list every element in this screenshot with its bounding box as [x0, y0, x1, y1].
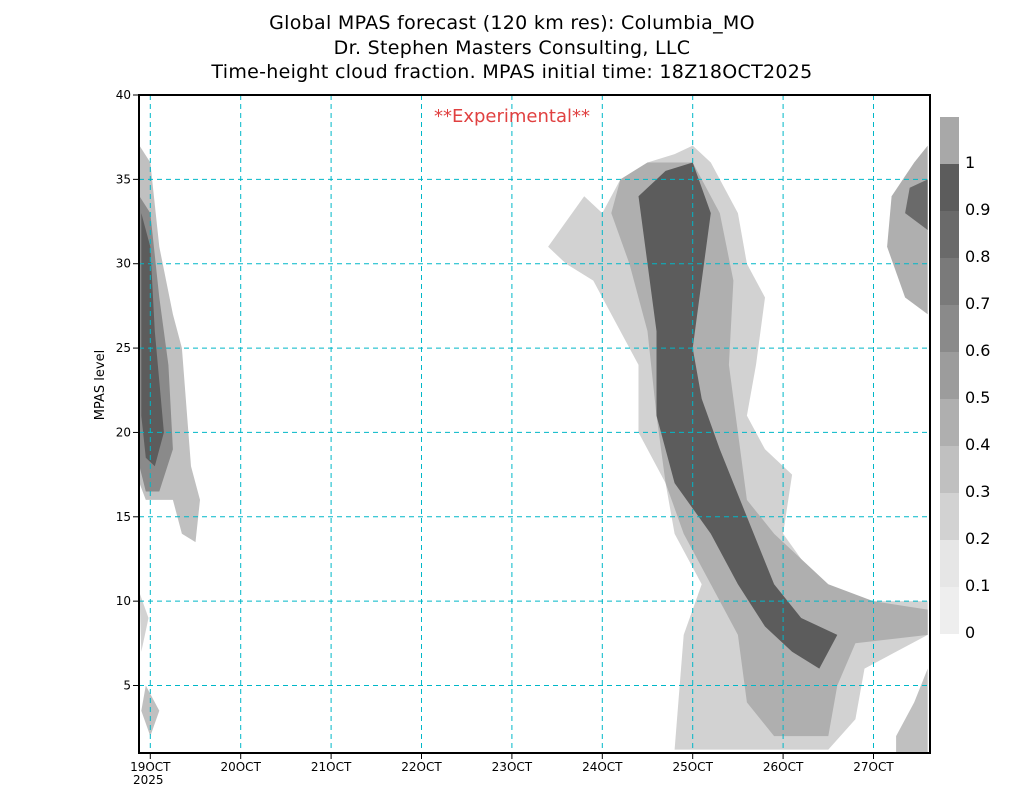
colorbar: 1 0.9 0.8 0.7 0.6 0.5 0.4 0.3 0.2 0.1 0	[940, 117, 990, 642]
x-tick-label: 27OCT	[853, 760, 894, 774]
y-tick-label: 10	[116, 594, 131, 608]
experimental-watermark: **Experimental**	[434, 106, 590, 127]
y-tick-label: 30	[116, 257, 131, 271]
y-tick-label: 20	[116, 425, 131, 439]
cloud-region-late-right-top-8	[887, 145, 928, 315]
y-axis: 5 10 15 20 25 30 35 40	[116, 88, 139, 693]
x-tick-label: 23OCT	[492, 760, 533, 774]
cloud-region-late-core-7	[638, 162, 838, 669]
x-axis: 19OCT 20OCT 21OCT 22OCT 23OCT 24OCT 25OCT 26OCT…	[130, 753, 894, 774]
x-tick-label: 25OCT	[672, 760, 713, 774]
chart-title-line-2: Dr. Stephen Masters Consulting, LLC	[333, 37, 691, 59]
grid-lines	[139, 95, 930, 753]
plot-frame	[138, 94, 931, 754]
colorbar-label: 0.7	[965, 294, 990, 313]
colorbar-swatch	[940, 164, 959, 211]
cloud-region-late-right-low-10	[896, 668, 928, 753]
x-tick-label: 26OCT	[763, 760, 804, 774]
chart-title-line-1: Global MPAS forecast (120 km res): Colum…	[269, 12, 755, 34]
colorbar-label: 0.6	[965, 341, 990, 360]
colorbar-swatch	[940, 305, 959, 352]
colorbar-label: 0.2	[965, 529, 990, 548]
colorbar-label: 0.3	[965, 482, 990, 501]
colorbar-swatch	[940, 587, 959, 634]
colorbar-swatch	[940, 399, 959, 446]
colorbar-swatch	[940, 258, 959, 305]
x-tick-label: 22OCT	[401, 760, 442, 774]
colorbar-swatch	[940, 540, 959, 587]
y-tick-label: 40	[116, 88, 131, 102]
x-tick-label: 21OCT	[311, 760, 352, 774]
y-tick-label: 35	[116, 172, 131, 186]
colorbar-label: 0	[965, 623, 975, 642]
colorbar-label: 0.8	[965, 247, 990, 266]
y-axis-label: MPAS level	[93, 350, 108, 420]
y-tick-label: 5	[123, 679, 131, 693]
colorbar-label: 0.5	[965, 388, 990, 407]
x-tick-label: 19OCT	[130, 760, 171, 774]
cloud-region-early-low-3	[139, 592, 149, 652]
colorbar-label: 0.9	[965, 200, 990, 219]
colorbar-swatch	[940, 211, 959, 258]
chart-title-line-3: Time-height cloud fraction. MPAS initial…	[211, 61, 813, 83]
colorbar-label: 0.1	[965, 576, 990, 595]
x-tick-label: 20OCT	[220, 760, 261, 774]
colorbar-swatch	[940, 352, 959, 399]
colorbar-swatch	[940, 117, 959, 164]
y-tick-label: 15	[116, 510, 131, 524]
cloud-region-late-right-top-9	[905, 179, 928, 230]
cloud-fraction-contours	[139, 145, 928, 753]
x-axis-year-label: 2025	[133, 773, 164, 787]
y-tick-label: 25	[116, 341, 131, 355]
colorbar-swatch	[940, 493, 959, 540]
colorbar-swatch	[940, 446, 959, 493]
x-tick-label: 24OCT	[582, 760, 623, 774]
colorbar-label: 1	[965, 153, 975, 172]
cloud-region-early-column-2	[141, 213, 164, 467]
colorbar-label: 0.4	[965, 435, 990, 454]
